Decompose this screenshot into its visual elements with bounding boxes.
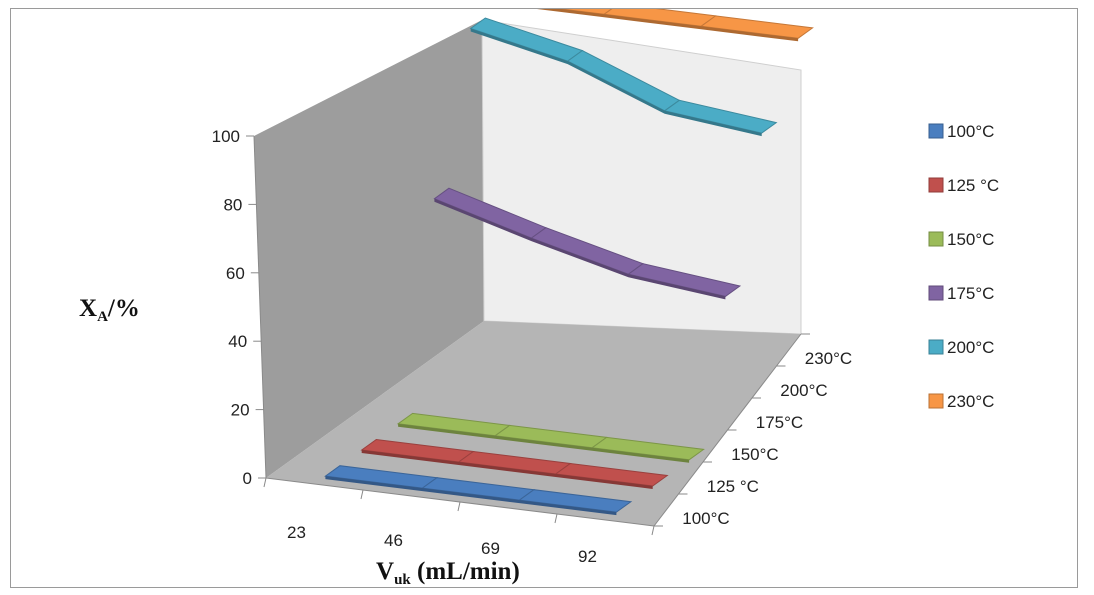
legend-swatch [928, 231, 944, 247]
ribbon-segment [554, 462, 669, 487]
legend-label: 230°C [947, 392, 994, 411]
ribbon-segment [590, 436, 705, 461]
left-wall [254, 20, 484, 478]
ribbon-segment [627, 263, 742, 297]
series-ribbon [396, 412, 705, 463]
x-axis-title-main: V [376, 558, 394, 585]
legend-item: 150°C [928, 230, 994, 249]
depth-tick-label: 230°C [805, 349, 852, 368]
x-tick-label: 46 [384, 531, 403, 550]
legend-item: 200°C [928, 338, 994, 357]
x-tick-mark [457, 501, 461, 512]
legend-item: 230°C [928, 392, 994, 411]
chart-plot: 0 20 40 60 80 100 23 46 69 92 100°C 125 °C 150°C 17… [79, 9, 999, 587]
legend-swatch [928, 285, 944, 301]
ribbon-segment [663, 99, 778, 134]
ribbon-edge [537, 9, 799, 42]
depth-tick-label: 150°C [731, 445, 778, 464]
x-tick-mark [554, 513, 558, 524]
y-tick-label: 80 [223, 195, 242, 214]
y-tick-label: 40 [228, 332, 247, 351]
legend-swatch [928, 177, 944, 193]
y-axis-title: XA/% [79, 295, 140, 325]
legend-item: 125 °C [928, 176, 999, 195]
legend-label: 100°C [947, 122, 994, 141]
back-wall [481, 19, 802, 335]
x-tick-label: 23 [287, 523, 306, 542]
ribbon-segment [557, 9, 613, 15]
depth-tick-label: 100°C [682, 509, 729, 528]
legend-label: 150°C [947, 230, 994, 249]
series-ribbon [433, 187, 742, 300]
legend-swatch [928, 393, 944, 409]
x-tick-label: 92 [578, 547, 597, 566]
ribbon-segment [699, 15, 814, 39]
legend-label: 125 °C [947, 176, 999, 195]
series-ribbon [537, 9, 814, 42]
chart-frame: 0 20 40 60 80 100 23 46 69 92 100°C 125 °C 150°C 17… [10, 8, 1078, 588]
depth-tick-label: 175°C [756, 413, 803, 432]
x-axis-title: Vuk (mL/min) [376, 558, 520, 587]
ribbon-edge [398, 423, 690, 463]
x-tick-label: 69 [481, 539, 500, 558]
x-tick-mark [360, 489, 364, 500]
y-axis-line [253, 135, 267, 479]
y-axis-title-rest: /% [107, 295, 140, 322]
depth-tick-label: 125 °C [707, 477, 759, 496]
y-tick-label: 60 [226, 264, 245, 283]
legend-item: 175°C [928, 284, 994, 303]
y-axis-title-sub: A [97, 309, 108, 325]
x-tick-mark [263, 477, 267, 488]
x-tick-mark [651, 525, 655, 536]
y-tick-label: 0 [243, 469, 252, 488]
legend-label: 200°C [947, 338, 994, 357]
x-axis-title-sub: uk [394, 572, 411, 587]
ribbon-edge [325, 476, 617, 516]
series-ribbon [469, 17, 778, 137]
y-tick-label: 20 [231, 401, 250, 420]
series-ribbon [360, 438, 669, 489]
legend-swatch [928, 123, 944, 139]
series-ribbon [324, 465, 633, 516]
ribbon-edge [361, 450, 653, 489]
depth-tick-label: 200°C [780, 381, 827, 400]
ribbon-edge [470, 28, 762, 137]
x-axis-title-rest: (mL/min) [411, 558, 520, 585]
y-tick-label: 100 [212, 127, 240, 146]
legend-swatch [928, 339, 944, 355]
y-axis-title-main: X [79, 295, 97, 322]
legend-item: 100°C [928, 122, 994, 141]
legend-label: 175°C [947, 284, 994, 303]
